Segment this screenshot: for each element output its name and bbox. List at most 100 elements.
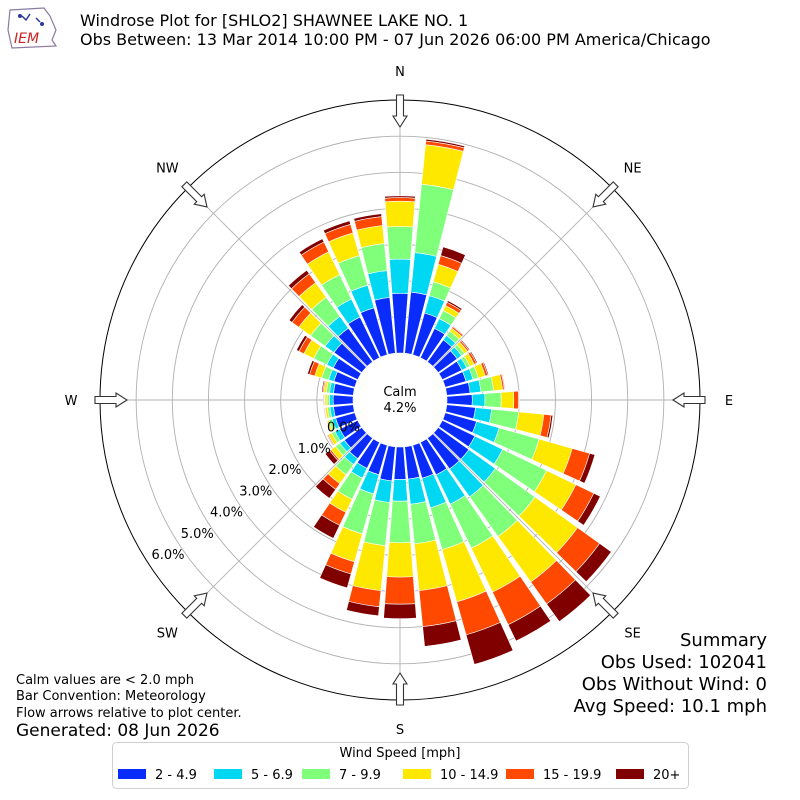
flow-arrow-shape xyxy=(391,671,409,706)
bar-segment xyxy=(446,394,473,406)
bar-segment xyxy=(473,407,493,424)
compass-label: E xyxy=(725,394,733,409)
bar-segment xyxy=(298,238,325,256)
bar-segment xyxy=(326,394,331,406)
flow-arrow xyxy=(391,671,409,706)
flow-arrow-shape xyxy=(181,592,208,619)
bar-segment xyxy=(288,304,306,323)
bar-segment xyxy=(546,579,592,623)
bar-segment xyxy=(324,450,339,465)
bar-segment xyxy=(579,452,596,484)
flow-arrow-shape xyxy=(94,391,129,409)
bar-segment xyxy=(482,361,490,376)
bar-segment xyxy=(384,197,416,203)
chart-title: Windrose Plot for [SHLO2] SHAWNEE LAKE N… xyxy=(80,11,468,30)
bar-segment xyxy=(386,542,414,578)
legend-title: Wind Speed [mph] xyxy=(340,746,461,761)
bar-segment xyxy=(421,144,464,191)
axis-labels: N NE E SE S SW W NW 0.0% 1.0% 2.0% 3.0% 4.0% 5.0% 6.0% xyxy=(65,65,734,738)
bar-segment xyxy=(577,492,601,526)
flow-arrow-shape xyxy=(671,391,706,409)
legend: Wind Speed [mph] 2 - 4.9 5 - 6.9 7 - 9.9 10… xyxy=(112,742,689,789)
legend-items: 2 - 4.9 5 - 6.9 7 - 9.9 10 - 14.9 15 - 19.9 2… xyxy=(118,768,680,783)
flow-arrow-shape xyxy=(592,181,619,208)
bar-segment xyxy=(374,478,393,503)
bar-segment xyxy=(446,300,463,311)
legend-label: 5 - 6.9 xyxy=(251,768,293,783)
radial-tick-label: 1.0% xyxy=(298,442,331,457)
bar-segment xyxy=(389,258,411,294)
bar-segment xyxy=(471,393,486,407)
compass-label: NE xyxy=(624,161,642,176)
bar-segment xyxy=(513,390,519,410)
chart-subtitle: Obs Between: 13 Mar 2014 10:00 PM - 07 J… xyxy=(80,30,711,49)
legend-swatch xyxy=(214,769,242,779)
summary-avg-speed: Avg Speed: 10.1 mph xyxy=(574,696,767,717)
bar-segment xyxy=(319,564,352,589)
direction-arrows xyxy=(94,94,706,706)
bar-segment xyxy=(388,500,412,544)
flow-arrow xyxy=(592,181,619,208)
legend-label: 7 - 9.9 xyxy=(339,768,381,783)
bar-segment xyxy=(323,407,327,420)
summary-heading: Summary xyxy=(680,630,767,651)
flow-arrow xyxy=(181,181,208,208)
flow-arrow xyxy=(94,391,129,409)
grid-spoke xyxy=(432,432,613,613)
legend-label: 2 - 4.9 xyxy=(155,768,197,783)
legend-label: 15 - 19.9 xyxy=(543,768,601,783)
bar-segment xyxy=(575,543,612,583)
legend-swatch xyxy=(403,769,431,779)
flow-arrow xyxy=(671,391,706,409)
compass-label: W xyxy=(65,394,78,409)
grid-spoke xyxy=(187,187,368,368)
compass-label: S xyxy=(396,723,404,738)
radial-tick-label: 0.0% xyxy=(327,421,360,436)
bar-segment xyxy=(517,390,520,410)
bar-segment xyxy=(307,360,315,375)
bar-segment xyxy=(386,226,414,260)
bar-segment xyxy=(321,380,326,393)
bar-segment xyxy=(315,478,337,499)
flow-arrows-note: Flow arrows relative to plot center. xyxy=(16,706,242,721)
radial-tick-label: 5.0% xyxy=(181,527,214,542)
grid-spoke xyxy=(432,187,613,368)
bar-segment xyxy=(323,393,325,407)
compass-label: NW xyxy=(156,161,179,176)
bar-segment xyxy=(452,325,465,336)
bar-segment xyxy=(346,601,380,617)
legend-swatch xyxy=(118,769,146,779)
bar-segment xyxy=(515,411,545,437)
bar-segment xyxy=(329,394,334,406)
calm-label: Calm xyxy=(383,385,416,400)
bar-segment xyxy=(392,478,408,502)
iem-logo: IEM xyxy=(7,7,58,49)
grid-spoke xyxy=(187,432,368,613)
bar-segment xyxy=(465,621,514,665)
bar-segment xyxy=(414,183,454,257)
flow-arrow xyxy=(391,94,409,129)
legend-label: 10 - 14.9 xyxy=(440,768,498,783)
bar-segment xyxy=(425,138,466,149)
bar-segment xyxy=(440,246,466,264)
legend-swatch xyxy=(506,769,534,779)
summary-obs-without-wind: Obs Without Wind: 0 xyxy=(582,674,767,695)
bar-segment xyxy=(384,576,416,605)
bar-segment xyxy=(313,514,341,539)
compass-label: SE xyxy=(624,627,640,642)
bar-segment xyxy=(393,446,407,480)
bar-segment xyxy=(296,334,308,352)
flow-arrow-shape xyxy=(181,181,208,208)
legend-swatch xyxy=(616,769,644,779)
compass-label: N xyxy=(395,65,405,80)
bar-segment xyxy=(332,394,354,406)
flow-arrow xyxy=(181,592,208,619)
bar-segment xyxy=(460,339,471,351)
compass-label: SW xyxy=(157,627,178,642)
bars-layer xyxy=(287,138,612,665)
bar-segment xyxy=(422,620,462,647)
bar-convention-note: Bar Convention: Meteorology xyxy=(16,689,206,704)
bar-segment xyxy=(325,420,331,433)
flow-arrow xyxy=(592,592,619,619)
